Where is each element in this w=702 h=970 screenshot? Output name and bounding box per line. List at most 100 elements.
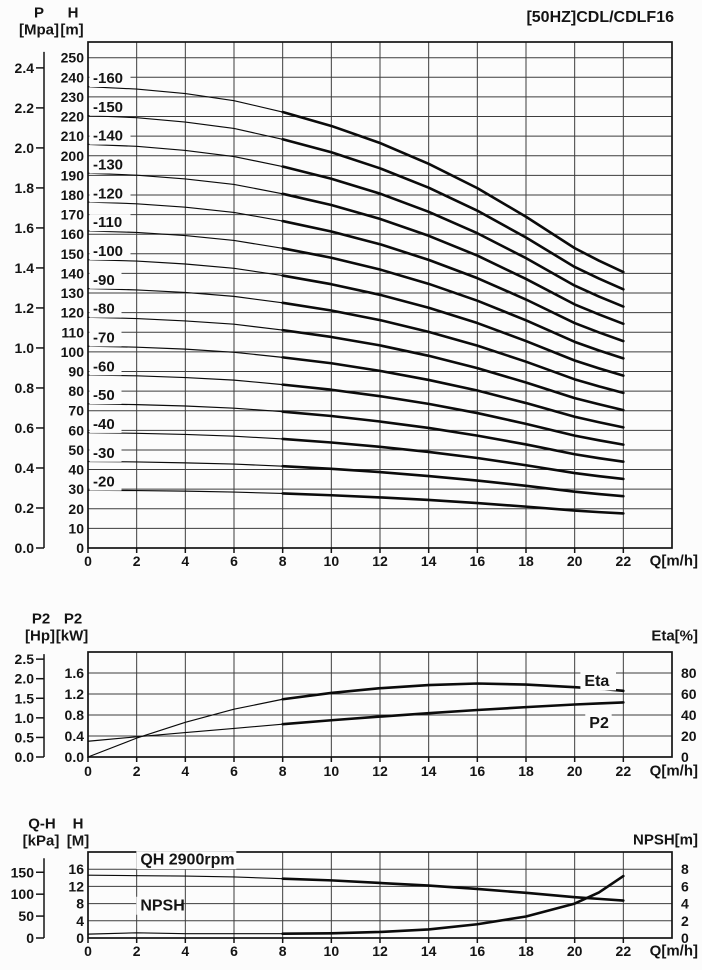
x-tick-label: 14 <box>421 763 437 779</box>
right-axis-label: 20 <box>681 728 697 744</box>
left-axis-label: 150 <box>61 246 85 262</box>
x-tick-label: 0 <box>84 943 92 959</box>
mini-axis-label: 2.4 <box>15 60 35 76</box>
right-axis-label: 60 <box>681 686 697 702</box>
curve--40 <box>87 432 284 440</box>
curve-label-box <box>89 98 131 116</box>
mini-axis-label: 1.8 <box>15 180 35 196</box>
right-axis-label: 40 <box>681 707 697 723</box>
plot-label-eta: Eta <box>584 673 609 690</box>
x-tick-label: 10 <box>324 943 340 959</box>
curve-label-box <box>89 185 131 203</box>
x-tick-label: 20 <box>567 943 583 959</box>
mini-axis-label: 0 <box>26 930 34 946</box>
left-axis-label: 170 <box>61 207 85 223</box>
curve--130-bold <box>281 192 625 326</box>
curve--80-bold <box>281 328 625 412</box>
curve-label--120: -120 <box>93 185 123 202</box>
left-axis-label: 110 <box>61 324 84 340</box>
curve-label-box <box>89 387 122 405</box>
right-axis-label: 0 <box>681 749 689 765</box>
left-axis-label: 30 <box>68 481 84 497</box>
left-axis-label: 160 <box>61 226 85 242</box>
x-tick-label: 12 <box>372 553 388 569</box>
mini-axis-name: P2 <box>32 611 50 628</box>
right-axis-label: 8 <box>681 861 689 877</box>
left-axis-label: 12 <box>68 878 84 894</box>
x-tick-label: 4 <box>181 553 189 569</box>
curve-label-box <box>89 156 131 174</box>
left-axis-label: 50 <box>68 442 84 458</box>
plot-label-box <box>585 714 612 733</box>
curve--100 <box>87 259 284 277</box>
curve-label-box <box>89 214 131 232</box>
curve-label--160: -160 <box>93 70 123 87</box>
x-tick-label: 20 <box>567 553 583 569</box>
curve-label--50: -50 <box>93 387 115 404</box>
x-tick-label: 16 <box>470 763 486 779</box>
left-axis-label: 210 <box>61 128 85 144</box>
curve--140 <box>87 143 284 168</box>
left-axis-name: H <box>68 5 79 22</box>
x-tick-label: 16 <box>470 553 486 569</box>
curve-label-box <box>89 271 122 289</box>
curve--140-bold <box>281 165 625 308</box>
left-axis-label: 190 <box>61 167 85 183</box>
x-tick-label: 22 <box>616 763 632 779</box>
mini-axis-label: 0.4 <box>15 460 35 476</box>
right-axis-title: Eta[%] <box>651 628 698 645</box>
x-tick-label: 4 <box>181 763 189 779</box>
left-axis-label: 180 <box>61 187 85 203</box>
left-axis-label: 240 <box>61 69 85 85</box>
x-tick-label: 14 <box>421 943 437 959</box>
left-axis-label: 220 <box>61 109 85 125</box>
plot-label-p2: P2 <box>589 715 609 732</box>
mini-axis-label: 0.2 <box>15 500 35 516</box>
curve--110-bold <box>281 247 625 360</box>
curve-label-box <box>89 300 122 318</box>
x-tick-label: 8 <box>279 943 287 959</box>
right-axis-label: 2 <box>681 913 689 929</box>
curve--120 <box>87 201 284 222</box>
mini-axis-label: 2.0 <box>15 140 35 156</box>
left-axis-name: P2 <box>64 611 82 628</box>
curve--70-bold <box>281 356 625 429</box>
curve-label-box <box>89 127 131 145</box>
x-tick-label: 6 <box>230 763 238 779</box>
x-tick-label: 12 <box>372 943 388 959</box>
mini-axis-unit: [kPa] <box>23 833 60 850</box>
mini-axis-label: 0.0 <box>15 540 35 556</box>
mini-axis-unit: [Hp] <box>25 628 55 645</box>
left-axis-label: 0.4 <box>65 728 85 744</box>
curve-label--100: -100 <box>93 243 123 260</box>
x-tick-label: 0 <box>84 553 92 569</box>
chart-power-eta: 0 2 4 6 8 10 12 14 16 18 20 22 Q[m/h] 0.0 0.4 0.8 1.2 1.6… <box>15 611 698 780</box>
mini-axis-name: Q-H <box>28 816 56 833</box>
x-tick-label: 8 <box>279 763 287 779</box>
x-axis-title: Q[m/h] <box>650 763 698 780</box>
x-tick-label: 0 <box>84 763 92 779</box>
left-axis-label: 200 <box>61 148 85 164</box>
left-axis-label: 0.8 <box>65 707 85 723</box>
figure-title: [50HZ]CDL/CDLF16 <box>526 9 674 26</box>
curve--80 <box>87 316 284 331</box>
curve-label--150: -150 <box>93 99 123 116</box>
plot-label-box <box>136 851 237 870</box>
curve-label--90: -90 <box>93 272 115 289</box>
mini-axis-label: 50 <box>18 908 34 924</box>
plot-label-box <box>136 896 182 915</box>
curve-label-box <box>89 242 131 260</box>
left-axis-label: 130 <box>61 285 85 301</box>
curve--160-bold <box>281 110 625 274</box>
curve-QH-bold <box>281 877 625 902</box>
x-tick-label: 8 <box>279 553 287 569</box>
left-axis-unit: [m] <box>60 22 83 39</box>
curve--90 <box>87 287 284 304</box>
mini-axis-label: 1.5 <box>15 690 35 706</box>
plot-label-qh-2900rpm: QH 2900rpm <box>140 852 234 869</box>
curve-P2 <box>87 723 284 742</box>
x-tick-label: 14 <box>421 553 437 569</box>
curve--90-bold <box>281 301 625 395</box>
